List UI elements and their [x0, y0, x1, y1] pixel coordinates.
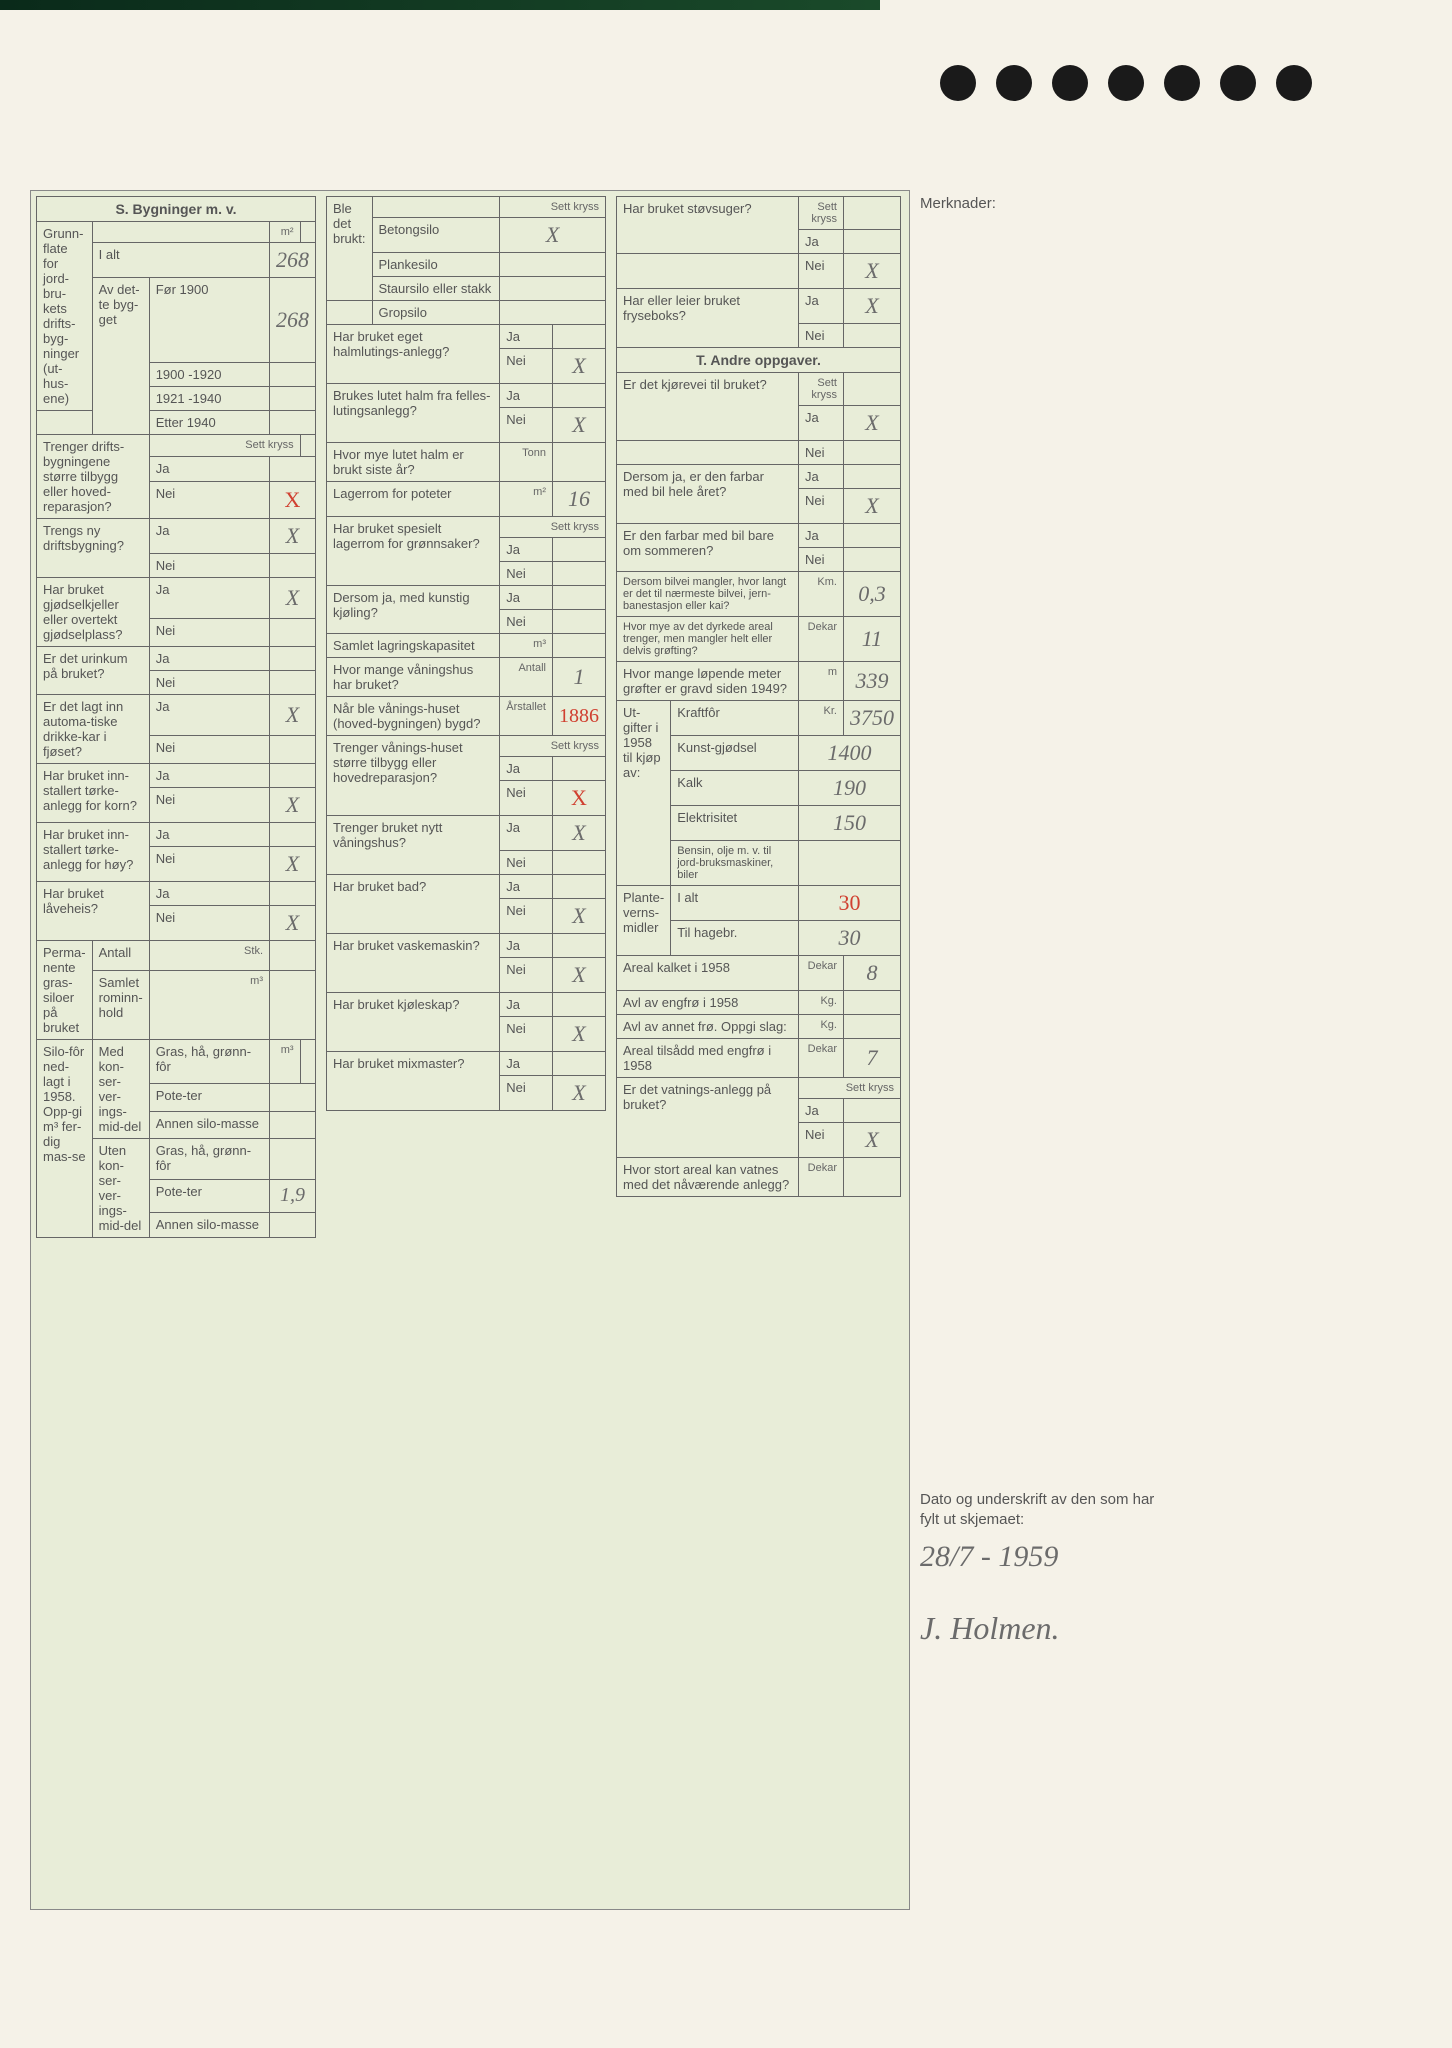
elektrisitet-kr: 150 [799, 806, 901, 841]
kjoleskap-nei: X [553, 1017, 606, 1052]
dato-underskrift-label: Dato og underskrift av den som har fylt … [920, 1490, 1170, 1529]
halmlutings-nei: X [553, 349, 606, 384]
kraftfor-kr: 3750 [843, 701, 900, 736]
signatur-value: J. Holmen. [920, 1610, 1060, 1647]
torke-hoy-nei: X [270, 847, 316, 882]
brukes-lutet-nei: X [553, 408, 606, 443]
vaningshus-ar: 1886 [553, 697, 606, 736]
grunnflate-ialt: 268 [270, 243, 316, 278]
betongsilo-x: X [500, 218, 606, 253]
bad-nei: X [553, 899, 606, 934]
fryseboks-ja: X [843, 289, 900, 324]
section-s-title: S. Bygninger m. v. [37, 197, 316, 222]
vaningshus-antall: 1 [553, 658, 606, 697]
top-color-strip [0, 0, 880, 10]
kjorevei-ja: X [843, 406, 900, 441]
trenger-drifts-nei: X [270, 482, 316, 519]
mixmaster-nei: X [553, 1076, 606, 1111]
kalk-kr: 190 [799, 771, 901, 806]
grunnflate-for1900: 268 [270, 278, 316, 363]
trenger-vanings-nei: X [553, 781, 606, 816]
column-3: Har bruket støvsuger?Sett kryss Ja NeiX … [616, 196, 901, 1197]
form-page: S. Bygninger m. v. Grunn- flate for jord… [30, 190, 910, 1910]
kunstgjodsel-kr: 1400 [799, 736, 901, 771]
dyrkede-dekar: 11 [843, 617, 900, 662]
merknader-label: Merknader: [920, 195, 996, 212]
plante-hagebr: 30 [799, 921, 901, 956]
laveheis-nei: X [270, 906, 316, 941]
stovsuger-nei: X [843, 254, 900, 289]
areal-kalket: 8 [843, 956, 900, 991]
vatnings-nei: X [843, 1123, 900, 1158]
automatiske-ja: X [270, 695, 316, 736]
trengs-ny-ja: X [270, 519, 316, 554]
bilvei-km: 0,3 [843, 572, 900, 617]
plante-ialt: 30 [799, 886, 901, 921]
silo-uten-poteter: 1,9 [270, 1179, 316, 1212]
lagerrom-poteter: 16 [553, 482, 606, 517]
areal-tilsadd: 7 [843, 1039, 900, 1078]
column-1: S. Bygninger m. v. Grunn- flate for jord… [36, 196, 316, 1238]
lopende-m: 339 [843, 662, 900, 701]
section-t-title: T. Andre oppgaver. [617, 348, 901, 373]
gjodsel-ja: X [270, 578, 316, 619]
column-2: Ble det brukt:Sett kryss BetongsiloX Pla… [326, 196, 606, 1111]
binder-holes [940, 65, 1312, 101]
vaskemaskin-nei: X [553, 958, 606, 993]
trenger-nytt-ja: X [553, 816, 606, 851]
farbar-hele-nei: X [843, 489, 900, 524]
torke-korn-nei: X [270, 788, 316, 823]
dato-value: 28/7 - 1959 [920, 1540, 1058, 1574]
grunnflate-label: Grunn- flate for jord- bru- kets drifts-… [37, 222, 93, 411]
